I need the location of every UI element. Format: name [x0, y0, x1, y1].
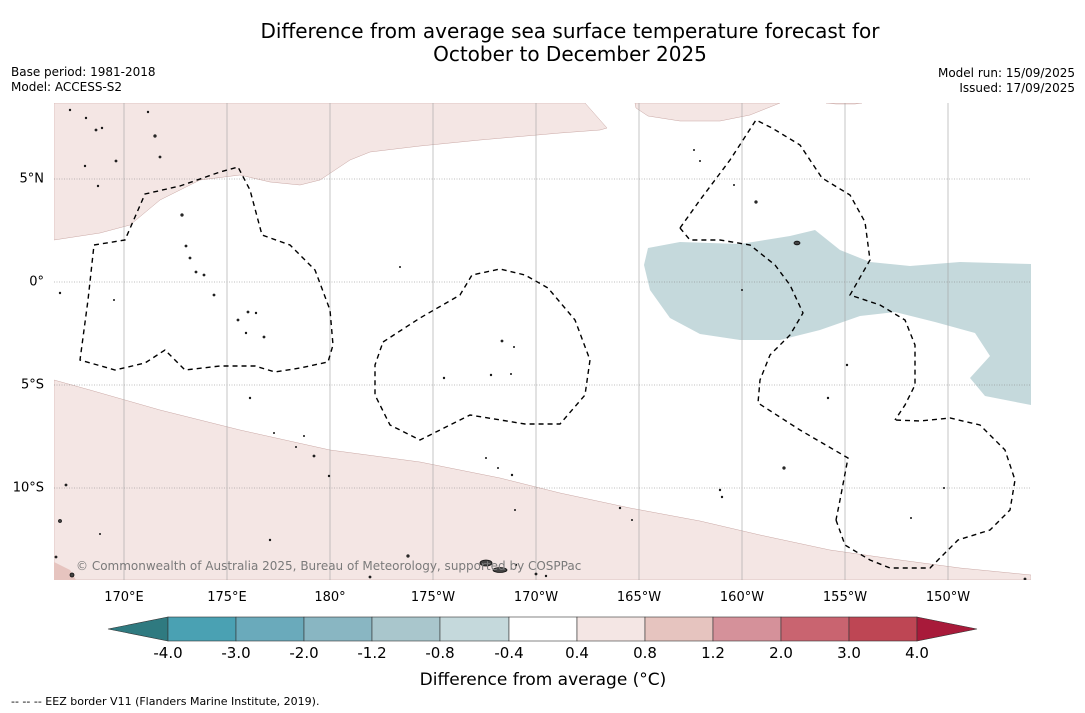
- islands: [54, 108, 1027, 580]
- meta-left: Base period: 1981-2018 Model: ACCESS-S2: [11, 65, 156, 95]
- colorbar-tick-label: -4.0: [153, 644, 183, 662]
- eez-borders: [79, 119, 1016, 569]
- longitude-label: 165°W: [616, 590, 662, 605]
- latitude-label: 0°: [29, 274, 44, 290]
- longitude-label: 150°W: [925, 590, 971, 605]
- model-run: Model run: 15/09/2025: [937, 66, 1075, 80]
- warm-anomaly-north-east-2: [825, 103, 863, 105]
- colorbar-extend-high: [916, 616, 978, 642]
- colorbar-tick-label: 3.0: [837, 644, 861, 662]
- latitude-label: 10°S: [12, 480, 44, 496]
- meta-right: Model run: 15/09/2025 Issued: 17/09/2025: [938, 66, 1075, 96]
- colorbar-title: Difference from average (°C): [419, 670, 667, 690]
- colorbar-bin-8: [644, 616, 714, 642]
- longitude-label: 180°: [314, 590, 346, 605]
- eez-kiribati-gilbert: [79, 166, 334, 373]
- colorbar-bin-3: [303, 616, 373, 642]
- colorbar-tick-label: -3.0: [221, 644, 251, 662]
- colorbar-bin-7: [576, 616, 646, 642]
- copyright-notice: © Commonwealth of Australia 2025, Bureau…: [76, 559, 582, 573]
- warm-anomaly-south: [54, 379, 1031, 580]
- colorbar-bin-9: [712, 616, 782, 642]
- colorbar-tick-label: 0.4: [565, 644, 589, 662]
- longitude-label: 160°W: [719, 590, 765, 605]
- longitude-label: 175°E: [207, 590, 247, 605]
- warm-anomaly-north-east: [634, 103, 781, 122]
- colorbar-tick-label: 2.0: [769, 644, 793, 662]
- colorbar-bin-1: [167, 616, 237, 642]
- longitude-label: 175°W: [410, 590, 456, 605]
- eez-legend-note: -- -- -- EEZ border V11 (Flanders Marine…: [11, 695, 320, 708]
- model-name: Model: ACCESS-S2: [11, 80, 123, 94]
- title-line-1: Difference from average sea surface temp…: [260, 19, 880, 43]
- colorbar-bin-11: [848, 616, 918, 642]
- colorbar-tick-label: -0.8: [425, 644, 455, 662]
- warm-anomaly-north-west: [54, 103, 608, 241]
- title-line-2: October to December 2025: [433, 42, 707, 66]
- cool-anomaly: [644, 230, 1031, 405]
- map-area: [54, 103, 1031, 580]
- colorbar-tick-label: -2.0: [289, 644, 319, 662]
- map-title: Difference from average sea surface temp…: [0, 20, 1085, 66]
- base-period: Base period: 1981-2018: [11, 65, 156, 79]
- issued-date: Issued: 17/09/2025: [959, 81, 1075, 95]
- latitude-label: 5°S: [20, 377, 44, 393]
- colorbar-tick-label: -0.4: [494, 644, 524, 662]
- colorbar-bin-10: [780, 616, 850, 642]
- colorbar-tick-label: 4.0: [905, 644, 929, 662]
- colorbar: [107, 616, 978, 642]
- eez-phoenix: [374, 268, 591, 441]
- meridians: [123, 103, 949, 580]
- longitude-label: 170°E: [104, 590, 144, 605]
- colorbar-bin-6: [508, 616, 578, 642]
- colorbar-tick-label: -1.2: [357, 644, 387, 662]
- longitude-label: 155°W: [822, 590, 868, 605]
- colorbar-tick-label: 1.2: [701, 644, 725, 662]
- colorbar-bin-4: [371, 616, 441, 642]
- colorbar-extend-low: [107, 616, 169, 642]
- longitude-label: 170°W: [513, 590, 559, 605]
- eez-line-inner: [679, 227, 849, 521]
- latitude-label: 5°N: [19, 171, 45, 187]
- colorbar-bin-5: [439, 616, 510, 642]
- graticule: [54, 178, 1031, 489]
- colorbar-bin-2: [235, 616, 305, 642]
- colorbar-tick-label: 0.8: [633, 644, 657, 662]
